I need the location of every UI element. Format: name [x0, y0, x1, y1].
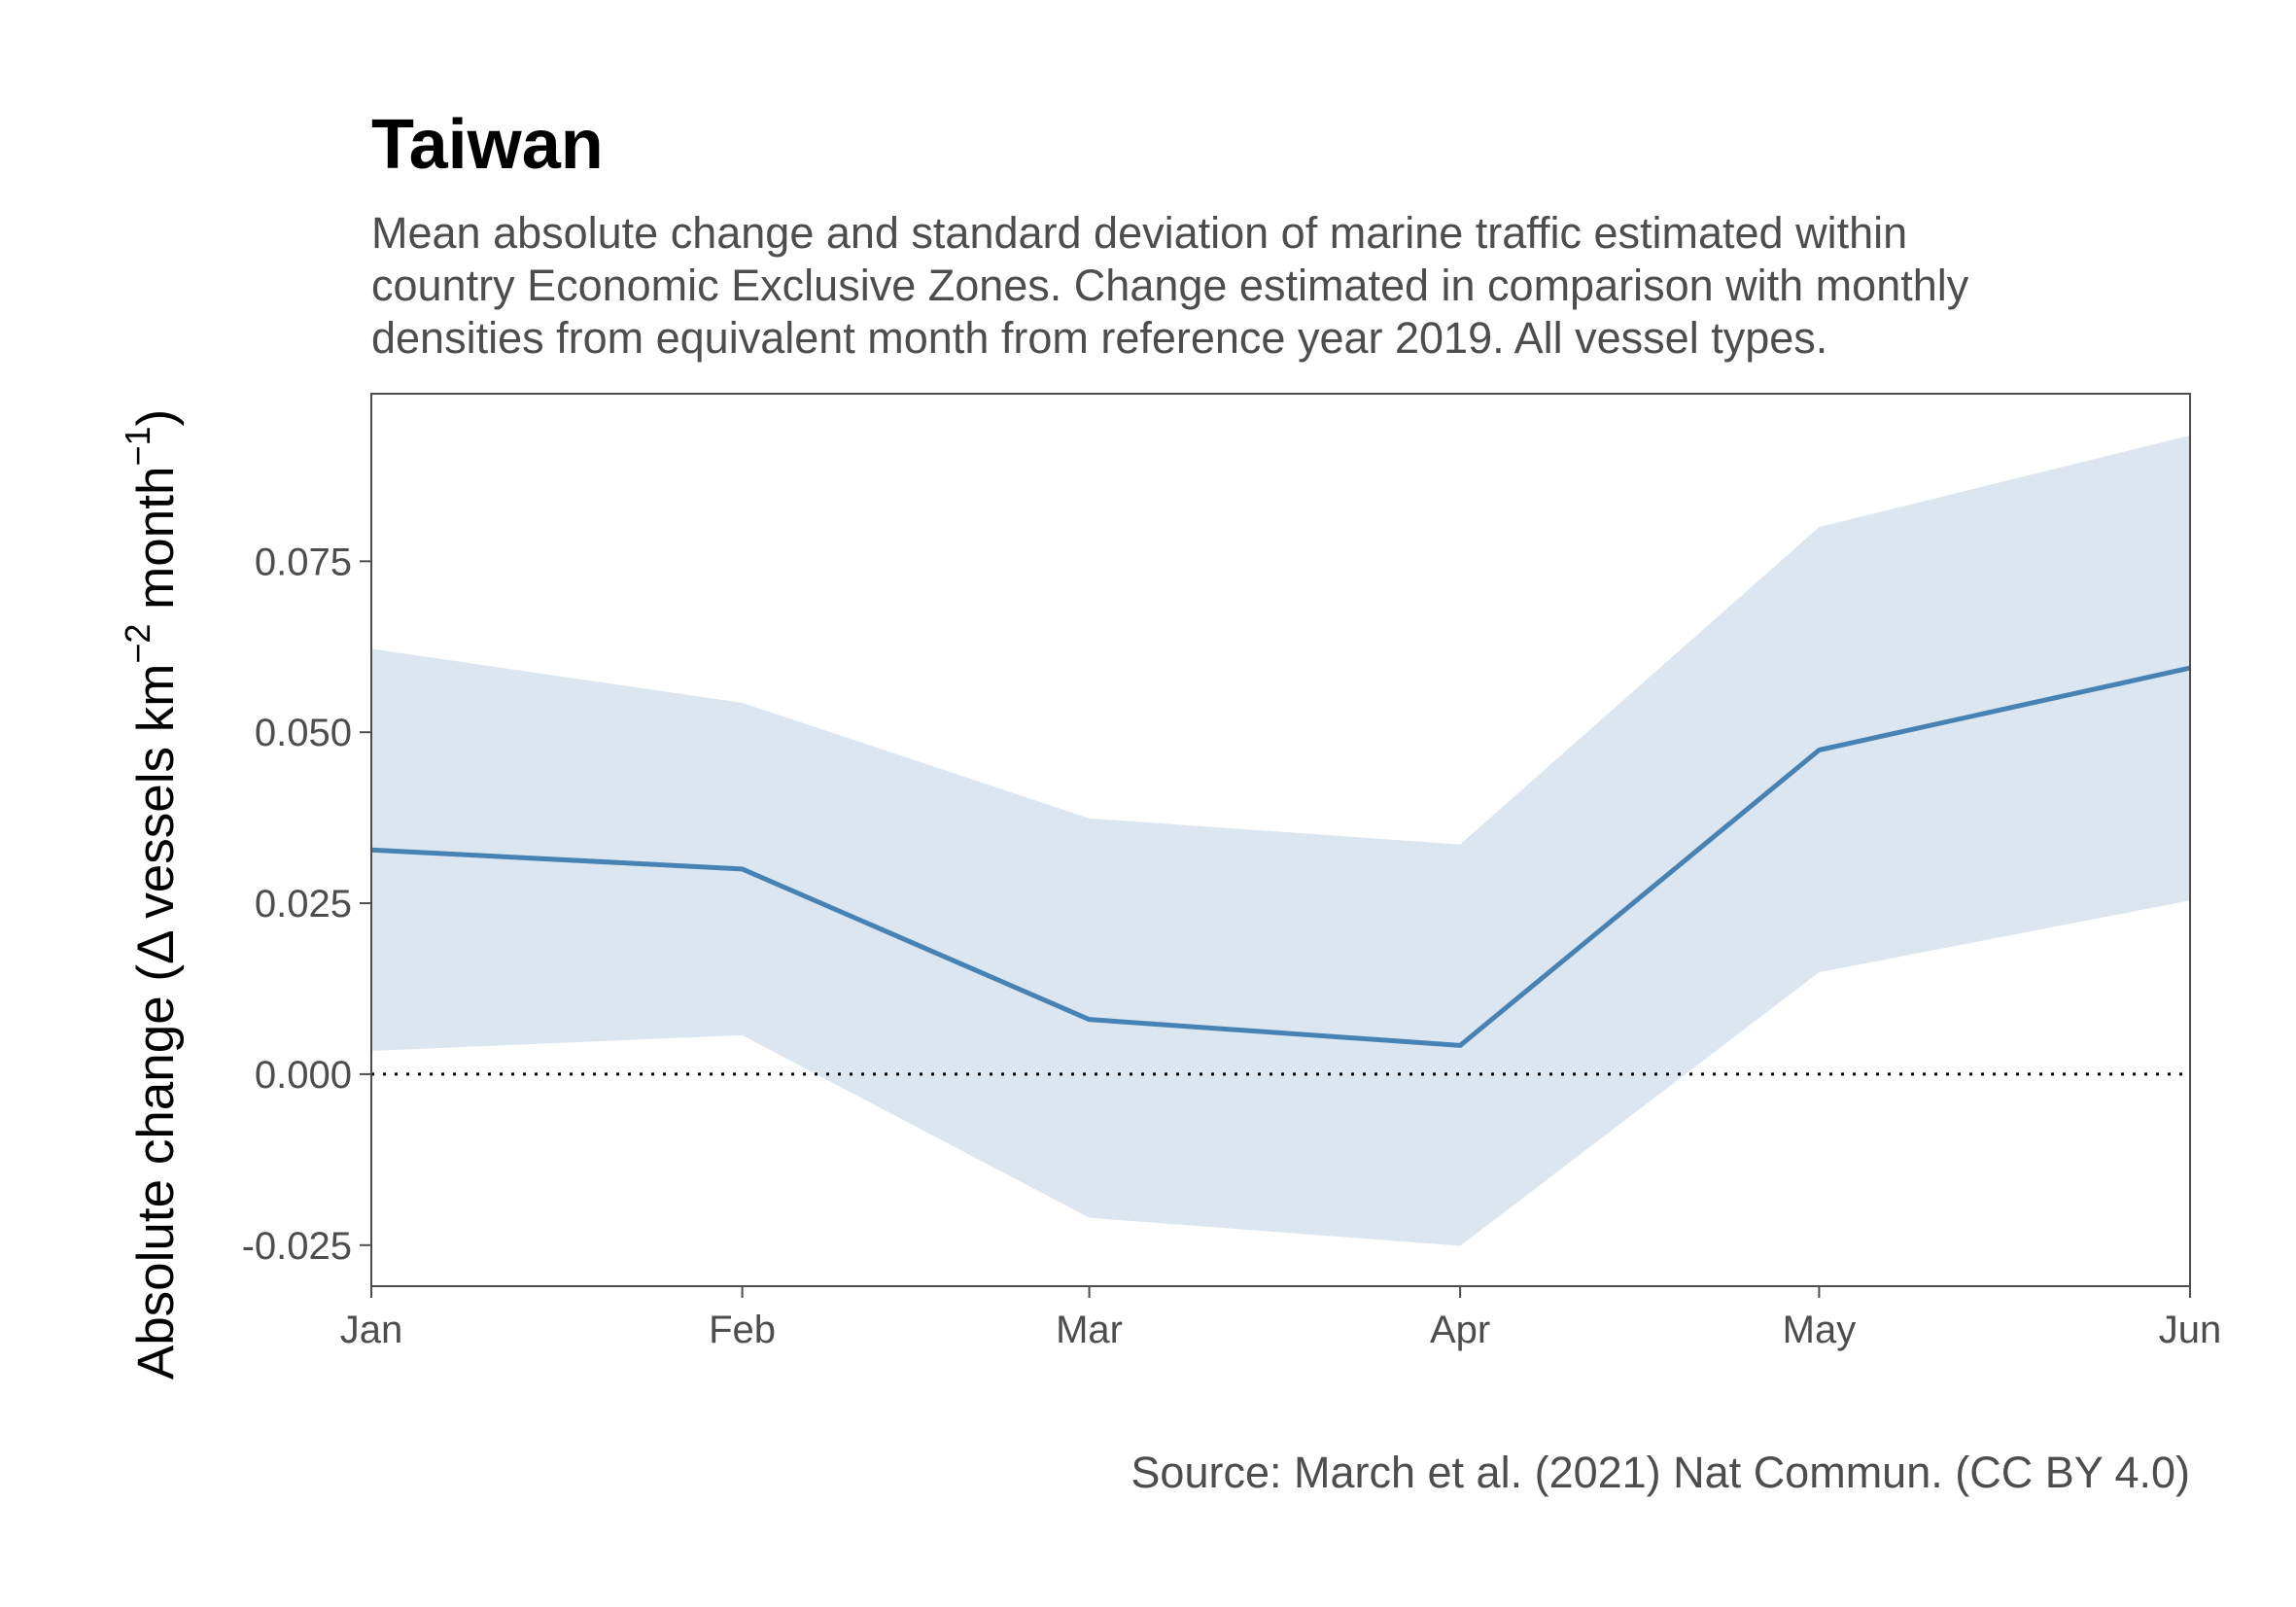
y-axis-title-exponent-1: −2 — [118, 624, 157, 664]
y-axis-title-exponent-2: −1 — [118, 426, 157, 466]
chart-subtitle-line-3: densities from equivalent month from ref… — [371, 313, 1827, 363]
chart-title: Taiwan — [371, 106, 604, 184]
y-axis-title-end: ) — [127, 409, 185, 427]
y-axis-title-main: Absolute change (Δ vessels km — [127, 664, 185, 1380]
y-tick-label: 0.050 — [255, 712, 352, 754]
y-tick-label: 0.000 — [255, 1054, 352, 1097]
panel-border — [370, 393, 2191, 1287]
x-tick-label: Jan — [340, 1309, 403, 1351]
y-tick-label: 0.075 — [255, 541, 352, 583]
x-tick-label: Feb — [709, 1309, 776, 1351]
plot-area — [370, 393, 2191, 1287]
mean-line — [370, 665, 2191, 1048]
x-tick-label: Jun — [2159, 1309, 2222, 1351]
x-axis: Jan Feb Mar Apr May Jun — [340, 1286, 2222, 1351]
y-tick-label: 0.025 — [255, 883, 352, 926]
x-tick-label: Mar — [1056, 1309, 1123, 1351]
y-axis-title-middle: month — [127, 467, 185, 624]
x-tick-label: Apr — [1430, 1309, 1490, 1351]
chart-subtitle-line-1: Mean absolute change and standard deviat… — [371, 208, 1907, 258]
chart-caption: Source: March et al. (2021) Nat Commun. … — [1131, 1448, 2190, 1497]
chart-subtitle-line-2: country Economic Exclusive Zones. Change… — [371, 261, 1969, 310]
sd-ribbon — [371, 435, 2190, 1246]
y-tick-label: -0.025 — [242, 1225, 352, 1268]
x-tick-label: May — [1783, 1309, 1857, 1351]
y-axis: -0.025 0.000 0.025 0.050 0.075 — [242, 541, 371, 1268]
y-axis-title: Absolute change (Δ vessels km−2 month−1) — [118, 409, 185, 1380]
